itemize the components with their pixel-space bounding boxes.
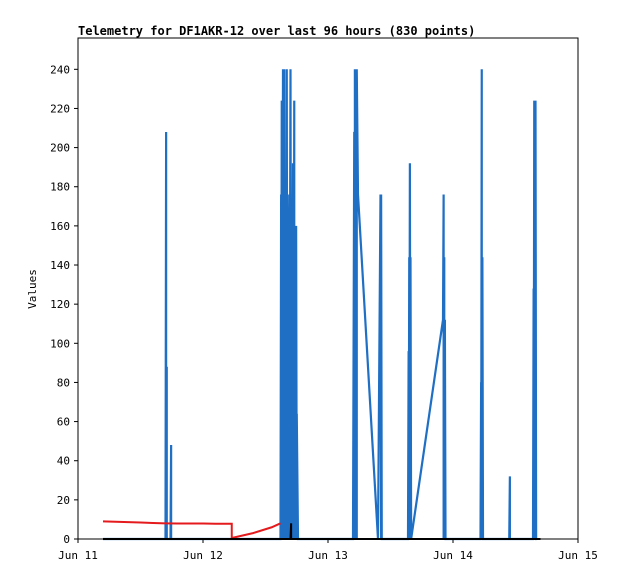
x-tick-label: Jun 13 (308, 549, 348, 562)
y-tick-label: 240 (50, 63, 70, 76)
x-tick-label: Jun 15 (558, 549, 598, 562)
x-tick-label: Jun 14 (433, 549, 473, 562)
y-tick-label: 80 (57, 376, 70, 389)
y-tick-label: 140 (50, 259, 70, 272)
x-tick-label: Jun 11 (58, 549, 98, 562)
y-tick-label: 180 (50, 181, 70, 194)
series-layer (102, 69, 541, 541)
x-axis-ticks: Jun 11 Jun 12 Jun 13 Jun 14 Jun 15 (58, 539, 598, 562)
chart-title: Telemetry for DF1AKR-12 over last 96 hou… (78, 24, 475, 38)
y-tick-label: 60 (57, 416, 70, 429)
y-axis-label: Values (26, 269, 39, 309)
plot-area-frame (77, 37, 579, 540)
y-tick-label: 160 (50, 220, 70, 233)
series-1-line (103, 69, 538, 541)
series-2-line (102, 520, 281, 540)
y-tick-label: 40 (57, 455, 70, 468)
y-tick-label: 100 (50, 337, 70, 350)
x-tick-label: Jun 12 (183, 549, 223, 562)
y-tick-label: 0 (63, 533, 70, 546)
series-3-line (103, 523, 541, 540)
y-tick-label: 120 (50, 298, 70, 311)
y-tick-label: 20 (57, 494, 70, 507)
y-tick-label: 200 (50, 142, 70, 155)
y-axis-ticks: 0 20 40 60 80 100 120 140 160 180 200 220 240 (50, 63, 78, 546)
y-tick-label: 220 (50, 102, 70, 115)
